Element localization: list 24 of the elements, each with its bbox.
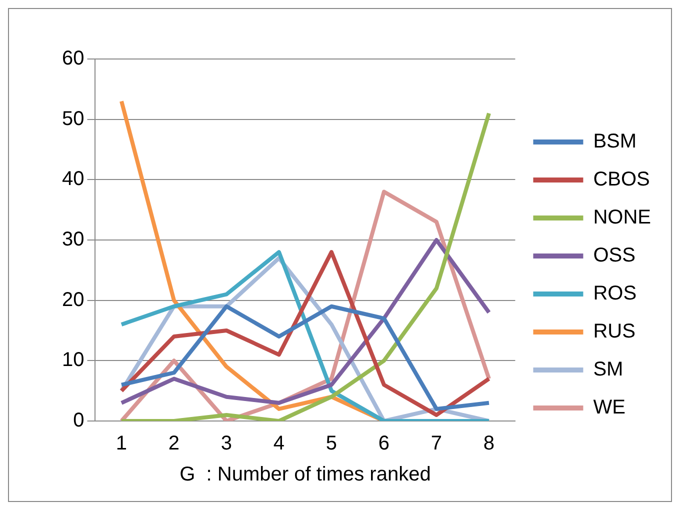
x-tick-label: 7: [430, 432, 442, 455]
x-tick-label: 5: [326, 432, 338, 455]
y-tick-label: 20: [62, 288, 84, 311]
x-tick-label: 3: [220, 432, 232, 455]
legend-label: ROS: [593, 282, 637, 305]
legend-label: CBOS: [593, 168, 650, 191]
x-tick-label: 8: [483, 432, 495, 455]
legend-label: WE: [593, 396, 626, 419]
x-tick-label: 6: [378, 432, 390, 455]
x-axis-title: G : Number of times ranked: [180, 464, 431, 486]
legend-label: BSM: [593, 130, 637, 153]
y-tick-label: 40: [62, 168, 84, 190]
y-tick-label: 60: [62, 48, 84, 70]
y-tick-label: 0: [73, 410, 84, 432]
x-tick-label: 4: [273, 432, 285, 455]
legend-label: OSS: [593, 244, 636, 267]
legend-label: RUS: [593, 320, 636, 343]
x-tick-label: 1: [116, 432, 128, 455]
legend-label: SM: [593, 358, 624, 381]
y-tick-label: 50: [62, 108, 84, 130]
y-tick-label: 10: [62, 349, 84, 372]
legend-label: NONE: [593, 206, 652, 229]
x-tick-label: 2: [168, 432, 180, 455]
y-tick-label: 30: [62, 228, 84, 251]
